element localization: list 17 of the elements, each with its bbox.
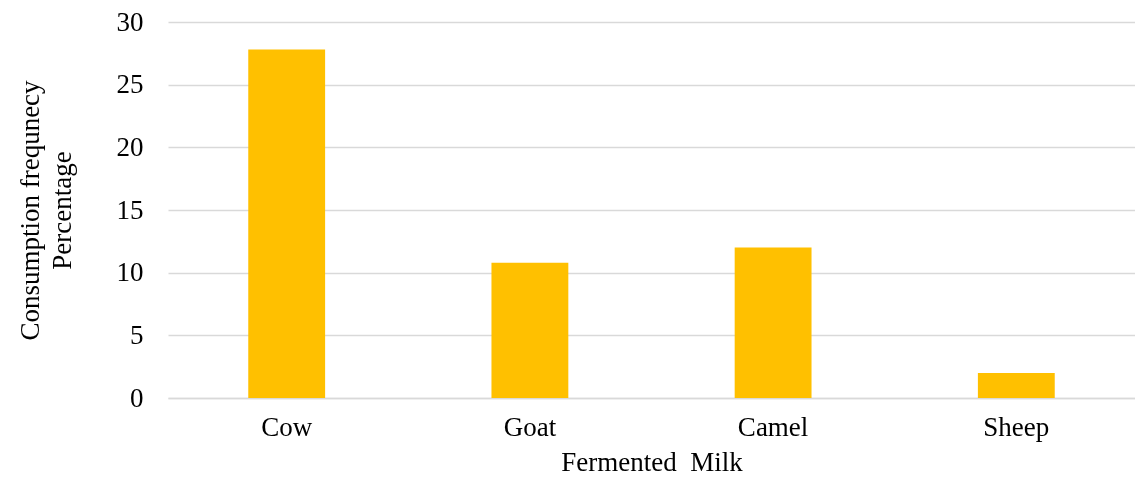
x-tick-label: Goat (503, 411, 557, 442)
bar (491, 262, 569, 398)
y-axis-title: Consumption frequnecy Percentage (14, 79, 77, 341)
y-tick-label: 25 (116, 69, 144, 100)
y-tick-label: 0 (130, 382, 144, 413)
bar (734, 247, 812, 398)
x-tick-label: Sheep (983, 411, 1050, 442)
y-tick-label: 5 (130, 319, 144, 350)
x-axis-title: Fermented Milk (561, 446, 744, 477)
y-tick-label: 20 (116, 131, 144, 162)
y-tick-label: 15 (116, 194, 144, 225)
y-tick-label: 10 (116, 257, 144, 288)
bar (248, 49, 326, 398)
bar (977, 372, 1055, 398)
x-tick-label: Cow (261, 411, 313, 442)
x-tick-label: Camel (737, 411, 809, 442)
y-tick-label: 30 (116, 6, 144, 37)
